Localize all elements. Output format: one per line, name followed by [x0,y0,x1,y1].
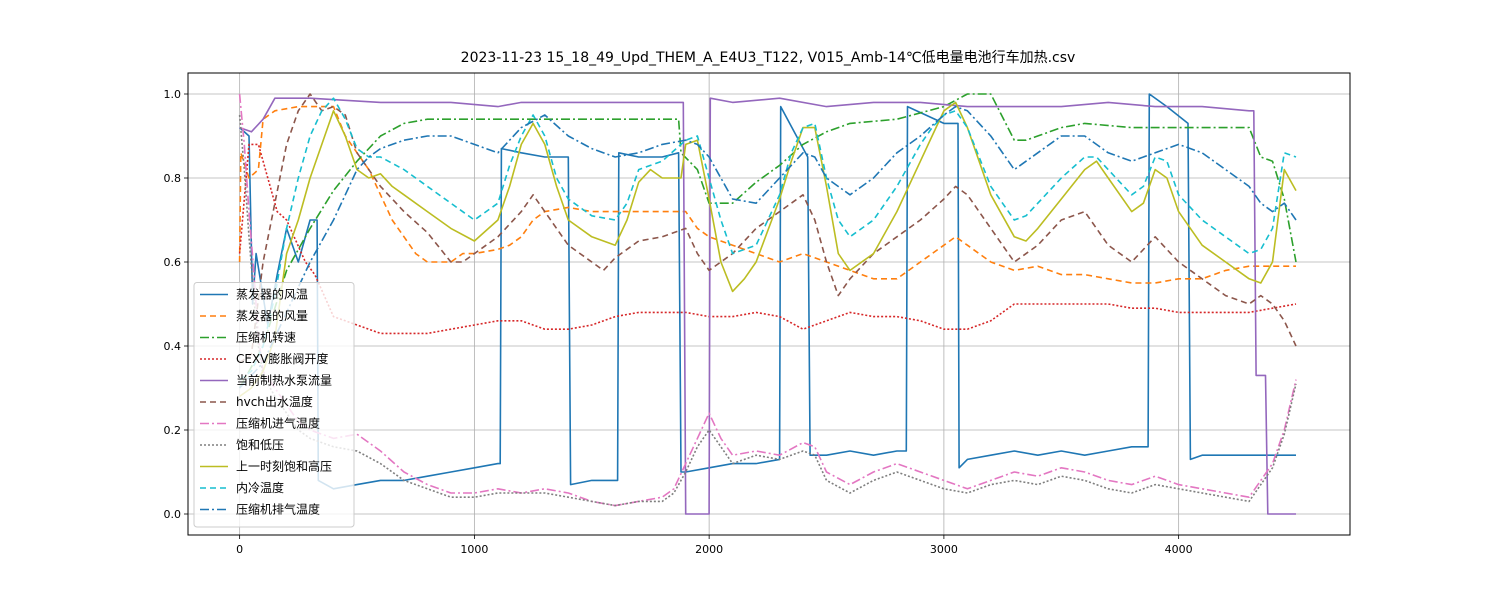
x-tick-label: 1000 [460,543,488,556]
legend-box [193,282,355,528]
legend-label: hvch出水温度 [236,394,313,409]
axes: 0 1000 2000 3000 4000 0.0 0.2 0.4 0.6 0.8 1.0 [164,88,1193,556]
legend-label: 蒸发器的风量 [236,308,308,323]
legend-label: 内冷温度 [236,480,284,495]
y-tick-label: 1.0 [164,88,182,101]
series-line-1 [238,105,1296,284]
series-line-9 [239,97,1297,381]
series-line-10 [239,105,1297,389]
series-line-8 [239,101,1297,398]
x-tick-label: 0 [236,543,243,556]
series-line-6 [238,93,1297,507]
series-line-4 [239,97,1296,515]
x-tick-label: 4000 [1165,543,1193,556]
y-tick-label: 0.4 [164,340,182,353]
y-tick-label: 0.2 [164,424,182,437]
series-group [238,93,1297,515]
chart-title: 2023-11-23 15_18_49_Upd_THEM_A_E4U3_T122… [461,49,1076,66]
legend-label: 蒸发器的风温 [236,287,308,302]
plot-frame [187,72,1351,536]
series-line-0 [239,93,1296,490]
y-tick-label: 0.0 [164,508,182,521]
legend-label: 当前制热水泵流量 [236,373,332,388]
y-tick-label: 0.8 [164,172,182,185]
legend-label: 压缩机转速 [236,330,296,345]
plot-lines [238,93,1297,515]
legend-label: 饱和低压 [236,437,284,452]
legend-label: CEXV膨胀阀开度 [236,351,328,366]
y-tick-label: 0.6 [164,256,182,269]
series-line-3 [238,143,1297,335]
legend-label: 上一时刻饱和高压 [236,459,332,474]
x-tick-label: 2000 [695,543,723,556]
legend-label: 压缩机排气温度 [236,502,320,517]
grid [188,73,1350,535]
legend-label: 压缩机进气温度 [236,416,320,431]
series-line-2 [238,93,1297,389]
x-tick-label: 3000 [930,543,958,556]
